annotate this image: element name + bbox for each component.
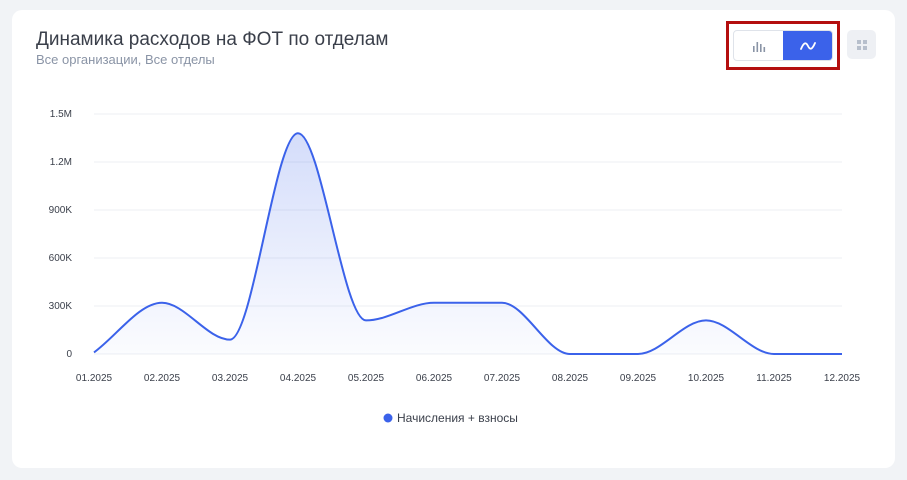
legend-marker xyxy=(383,413,393,423)
highlight-box xyxy=(726,21,840,70)
chart-card: Динамика расходов на ФОТ по отделам Все … xyxy=(12,10,895,468)
legend-label: Начисления + взносы xyxy=(397,411,518,425)
y-tick-label: 300K xyxy=(49,301,73,312)
x-tick-label: 02.2025 xyxy=(144,373,181,384)
bar-chart-button[interactable] xyxy=(734,31,783,60)
x-tick-label: 03.2025 xyxy=(212,373,249,384)
x-tick-label: 08.2025 xyxy=(552,373,589,384)
y-axis: 0 300K 600K 900K 1.2M 1.5M xyxy=(49,109,73,360)
x-tick-label: 12.2025 xyxy=(824,373,861,384)
page-subtitle: Все организации, Все отделы xyxy=(36,52,215,67)
x-tick-label: 07.2025 xyxy=(484,373,521,384)
series-line xyxy=(93,132,842,356)
line-chart-button[interactable] xyxy=(783,31,832,60)
x-tick-label: 05.2025 xyxy=(348,373,385,384)
page-title: Динамика расходов на ФОТ по отделам xyxy=(36,29,389,50)
series-area xyxy=(94,133,842,354)
legend[interactable]: Начисления + взносы xyxy=(383,411,518,425)
x-tick-label: 06.2025 xyxy=(416,373,453,384)
chart-type-toggle[interactable] xyxy=(733,30,833,61)
y-tick-label: 600K xyxy=(49,253,73,264)
x-tick-label: 04.2025 xyxy=(280,373,317,384)
y-tick-label: 900K xyxy=(49,205,73,216)
x-tick-label: 11.2025 xyxy=(756,373,792,384)
y-tick-label: 1.2M xyxy=(50,157,72,168)
y-tick-label: 0 xyxy=(66,349,72,360)
x-tick-label: 09.2025 xyxy=(620,373,657,384)
y-tick-label: 1.5M xyxy=(50,109,72,120)
x-axis: 01.2025 02.2025 03.2025 04.2025 05.2025 06.20… xyxy=(76,373,861,384)
menu-button[interactable] xyxy=(847,30,876,59)
grid-menu-icon xyxy=(856,39,867,50)
x-tick-label: 01.2025 xyxy=(76,373,113,384)
line-chart-icon xyxy=(799,41,816,50)
x-tick-label: 10.2025 xyxy=(688,373,725,384)
bar-chart-icon xyxy=(752,41,765,52)
